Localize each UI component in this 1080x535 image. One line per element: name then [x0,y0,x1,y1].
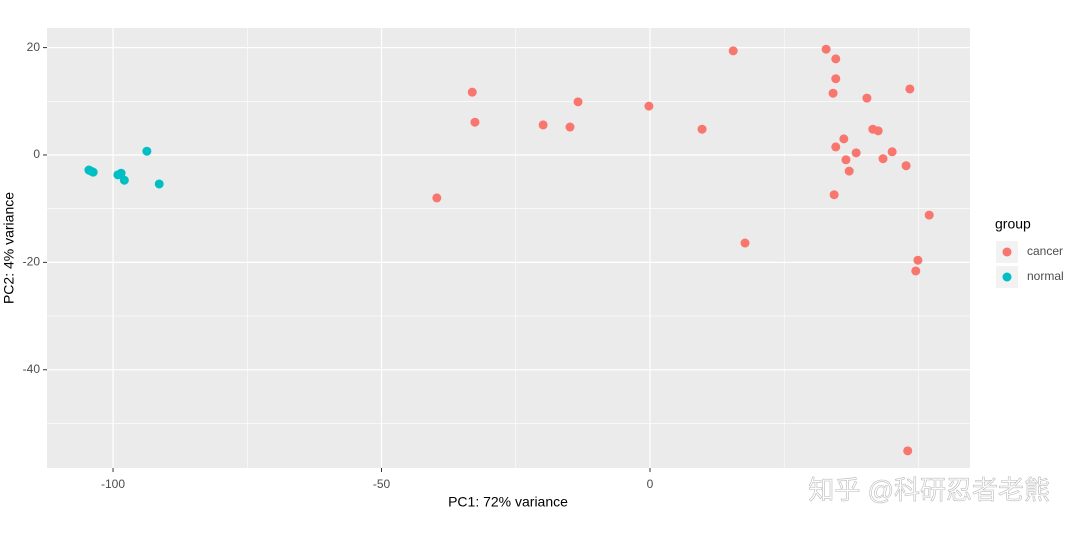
point [862,93,872,103]
point [829,190,839,200]
point [116,168,126,178]
point [839,134,849,144]
point [432,193,442,203]
x-tick-label: 0 [647,477,654,491]
points [84,44,934,456]
point [828,88,838,98]
point [154,179,164,189]
y-axis-label: PC2: 4% variance [1,192,17,304]
point [142,146,152,156]
watermark: 知乎 @科研忍者老熊 [808,475,1050,505]
legend-label: normal [1027,269,1064,283]
point [119,175,129,185]
grid [47,28,970,468]
point [573,97,583,107]
y-tick-label: -40 [23,362,41,376]
point [86,166,96,176]
point [697,124,707,134]
legend-label: cancer [1027,244,1063,258]
point [470,117,480,127]
legend-marker [1002,247,1012,257]
point [878,154,888,164]
point [851,148,861,158]
point [913,255,923,265]
point [924,210,934,220]
point [467,87,477,97]
legend-title: group [995,216,1031,232]
point [831,142,841,152]
point [831,54,841,64]
point [911,266,921,276]
x-tick-label: -100 [101,477,125,491]
point [821,44,831,54]
point [903,446,913,456]
point [728,46,738,56]
y-tick-label: 0 [33,147,40,161]
point [644,101,654,111]
x-axis-label: PC1: 72% variance [448,494,568,510]
point [887,147,897,157]
point [740,238,750,248]
point [841,155,851,165]
point [565,122,575,132]
point [831,74,841,84]
y-tick-label: -20 [23,255,41,269]
y-tick-label: 20 [27,40,41,54]
point [873,126,883,136]
point [901,161,911,171]
x-tick-label: -50 [373,477,391,491]
point [844,166,854,176]
point [538,120,548,130]
legend-marker [1002,272,1012,282]
point [905,84,915,94]
